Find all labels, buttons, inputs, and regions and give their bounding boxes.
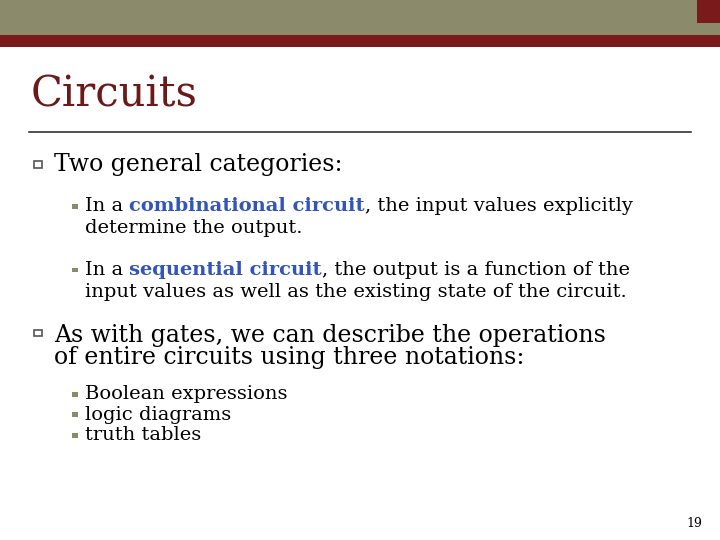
Text: As with gates, we can describe the operations: As with gates, we can describe the opera… (54, 325, 606, 347)
Bar (72, 413, 78, 417)
Bar (0, 0, 697, 35)
Bar (72, 392, 78, 396)
Bar (697, 0, 720, 23)
Bar (697, 23, 720, 35)
Bar (0, 35, 697, 47)
Bar (34, 330, 42, 336)
Text: truth tables: truth tables (85, 426, 201, 444)
Text: determine the output.: determine the output. (85, 219, 302, 237)
Text: input values as well as the existing state of the circuit.: input values as well as the existing sta… (85, 282, 626, 301)
Bar (72, 433, 78, 437)
Text: , the output is a function of the: , the output is a function of the (322, 261, 630, 279)
Text: sequential circuit: sequential circuit (130, 261, 322, 279)
Text: In a: In a (85, 197, 130, 215)
Bar (72, 268, 78, 272)
Bar (72, 204, 78, 208)
Text: Boolean expressions: Boolean expressions (85, 385, 287, 403)
Text: Circuits: Circuits (30, 73, 197, 116)
Text: combinational circuit: combinational circuit (130, 197, 365, 215)
Text: 19: 19 (686, 517, 702, 530)
Text: Two general categories:: Two general categories: (54, 153, 343, 176)
Text: logic diagrams: logic diagrams (85, 406, 231, 424)
Bar (697, 35, 720, 47)
Text: of entire circuits using three notations:: of entire circuits using three notations… (54, 346, 524, 369)
Text: In a: In a (85, 261, 130, 279)
Bar (34, 161, 42, 168)
Text: , the input values explicitly: , the input values explicitly (365, 197, 633, 215)
